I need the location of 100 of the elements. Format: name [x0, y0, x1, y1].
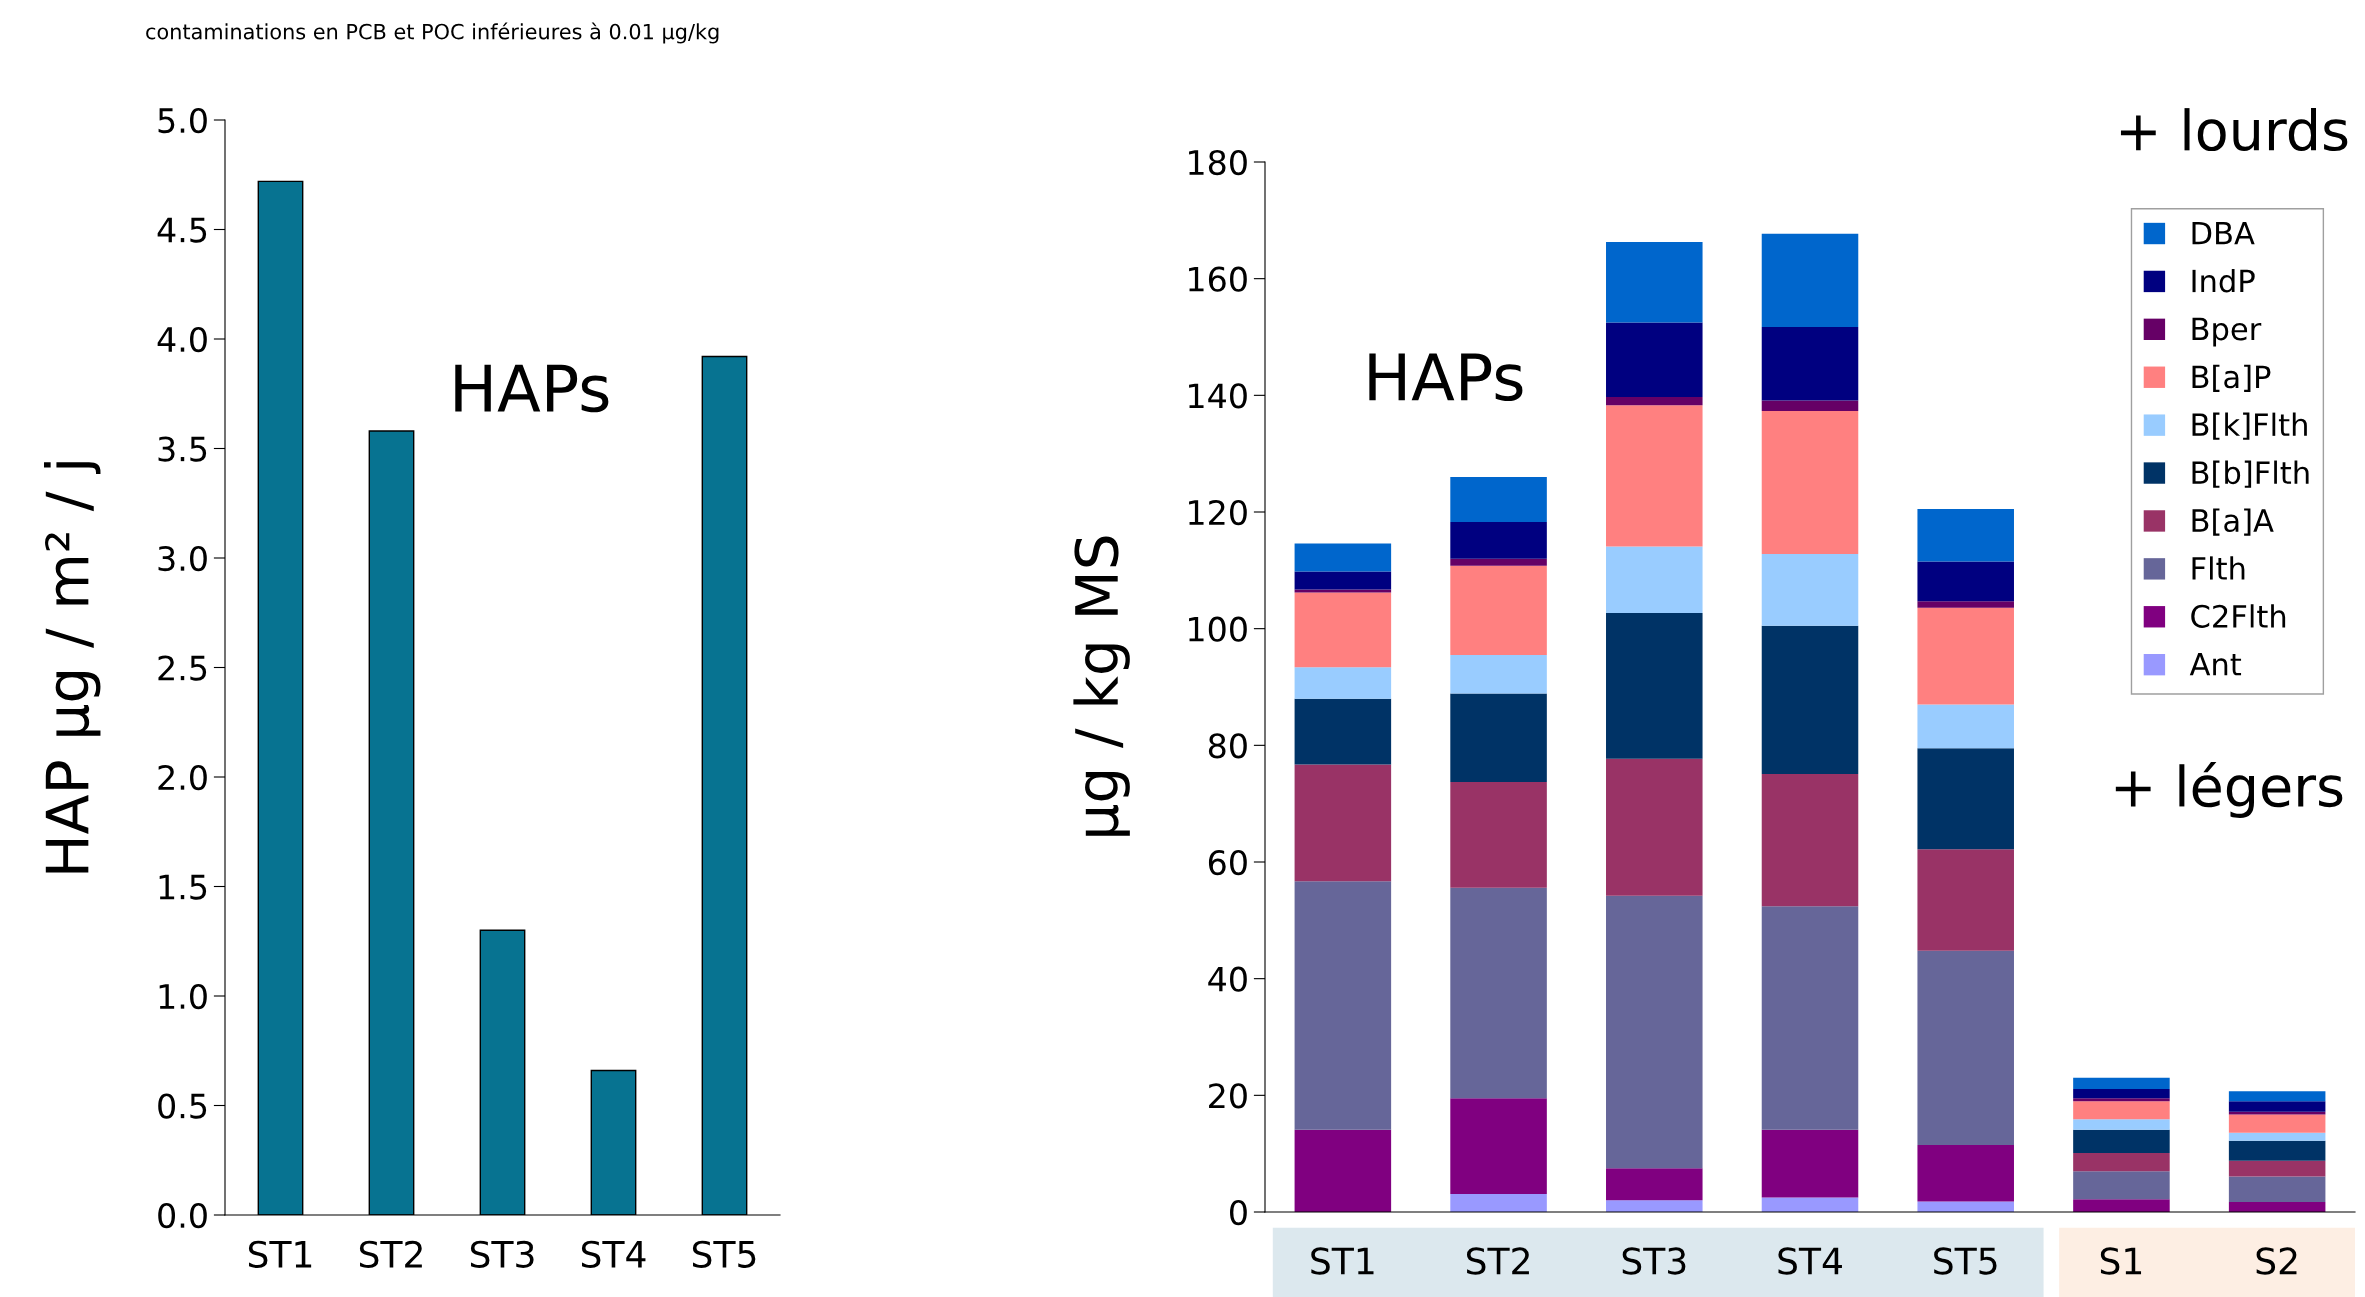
bar: [1917, 1144, 2014, 1202]
bar: [1761, 1129, 1859, 1198]
x-tick-label: ST2: [1466, 1247, 1529, 1275]
annotation: HAPs: [1369, 353, 1523, 402]
bar: [1606, 895, 1703, 1169]
bar: [1917, 509, 2014, 562]
bar: [1761, 1197, 1859, 1212]
y-tick-label: 160: [1189, 266, 1247, 292]
bar: [1450, 1098, 1547, 1194]
bar: [1917, 561, 2014, 602]
bar: [2073, 1129, 2170, 1154]
bar: [2228, 1202, 2326, 1212]
y-axis-title: HAP µg / m² / j: [44, 462, 101, 873]
x-tick-label: ST5: [1934, 1247, 1997, 1275]
bar: [1761, 233, 1859, 328]
bar: [1761, 327, 1859, 401]
y-tick-label: 80: [1208, 733, 1247, 759]
x-tick-label: ST1: [248, 1240, 312, 1268]
bar: [2073, 1098, 2170, 1102]
x-tick-label: S1: [2100, 1247, 2142, 1275]
y-tick-label: 1.0: [159, 983, 207, 1010]
x-tick-label: ST3: [470, 1240, 534, 1268]
bar: [1606, 397, 1703, 406]
bar: [2228, 1140, 2326, 1161]
y-tick-label: 2.0: [158, 764, 207, 791]
bar: [1761, 773, 1859, 907]
bar: [2073, 1119, 2170, 1130]
y-tick-label: 20: [1209, 1083, 1247, 1109]
bar: [1606, 612, 1703, 759]
y-tick-label: 40: [1208, 966, 1247, 992]
legend-label: Bper: [2192, 317, 2262, 347]
y-tick-label: 4.0: [157, 326, 207, 353]
bar: [1606, 1200, 1703, 1212]
bar: [2073, 1171, 2170, 1200]
bar: [2228, 1111, 2326, 1115]
bar: [1917, 950, 2014, 1145]
y-tick-label: 5.0: [158, 107, 207, 134]
x-tick-label: ST4: [1778, 1247, 1842, 1275]
y-tick-label: 140: [1189, 383, 1247, 409]
legend-label: Ant: [2189, 653, 2242, 676]
legend-label: B[b]Flth: [2192, 460, 2309, 488]
x-tick-label: S2: [2256, 1247, 2297, 1275]
bar: [2073, 1199, 2170, 1212]
legend-label: DBA: [2192, 221, 2255, 245]
bar: [1294, 543, 1392, 572]
bar: [2073, 1077, 2170, 1089]
bar: [1606, 241, 1703, 323]
bar: [1294, 592, 1392, 668]
bar: [1294, 1129, 1392, 1212]
bar: [1294, 698, 1392, 765]
bar: [1294, 881, 1392, 1130]
legend-label: IndP: [2192, 268, 2255, 293]
x-tick-label: ST1: [1311, 1247, 1374, 1275]
bar: [1761, 400, 1859, 412]
bar: [2228, 1176, 2326, 1203]
bar: [1294, 667, 1392, 699]
bar: [1917, 748, 2014, 850]
bar: [1294, 571, 1392, 590]
legend-label: Flth: [2192, 556, 2245, 580]
y-tick-label: 1.5: [159, 874, 207, 900]
bar: [1917, 607, 2014, 705]
bar: [2073, 1101, 2170, 1120]
bar: [1917, 601, 2014, 608]
legend-label: C2Flth: [2191, 604, 2286, 628]
x-tick-label: ST5: [692, 1240, 756, 1268]
x-tick-label: ST3: [1622, 1247, 1686, 1275]
y-tick-label: 2.5: [158, 655, 207, 681]
y-tick-label: 3.5: [158, 436, 207, 462]
bar: [1450, 521, 1547, 559]
y-tick-label: 120: [1189, 499, 1247, 526]
bar: [2228, 1091, 2326, 1102]
bar: [2228, 1132, 2326, 1141]
bar: [1450, 1193, 1547, 1212]
y-tick-label: 0: [1230, 1199, 1247, 1226]
bar: [2073, 1153, 2170, 1172]
legend-label: B[k]Flth: [2192, 412, 2307, 440]
bar: [1450, 565, 1547, 655]
y-tick-label: 3.0: [158, 545, 207, 572]
y-tick-label: 4.5: [157, 217, 207, 243]
annotation: + légers: [2115, 762, 2343, 818]
bar: [1294, 589, 1392, 593]
legend-label: B[a]P: [2192, 364, 2271, 392]
bar: [2228, 1114, 2326, 1133]
bar: [2228, 1160, 2326, 1177]
text: + lourds: [2120, 108, 2348, 152]
text: contaminations en PCB et POC inférieures à 0.01 µg/kg: [146, 22, 719, 44]
bar: [2228, 1101, 2326, 1112]
bar: [1606, 758, 1703, 896]
bar: [1450, 477, 1547, 522]
bar: [1606, 546, 1703, 613]
bar: [1917, 704, 2014, 749]
legend-label: B[a]A: [2192, 508, 2274, 536]
y-tick-label: 100: [1189, 616, 1247, 642]
bar: [1917, 849, 2014, 951]
bar: [1606, 1168, 1703, 1201]
y-axis-title: µg / kg MS: [1073, 536, 1130, 836]
bar: [1450, 887, 1547, 1099]
bar: [1450, 558, 1547, 566]
y-tick-label: 0.0: [158, 1202, 207, 1229]
bar: [1450, 693, 1547, 783]
